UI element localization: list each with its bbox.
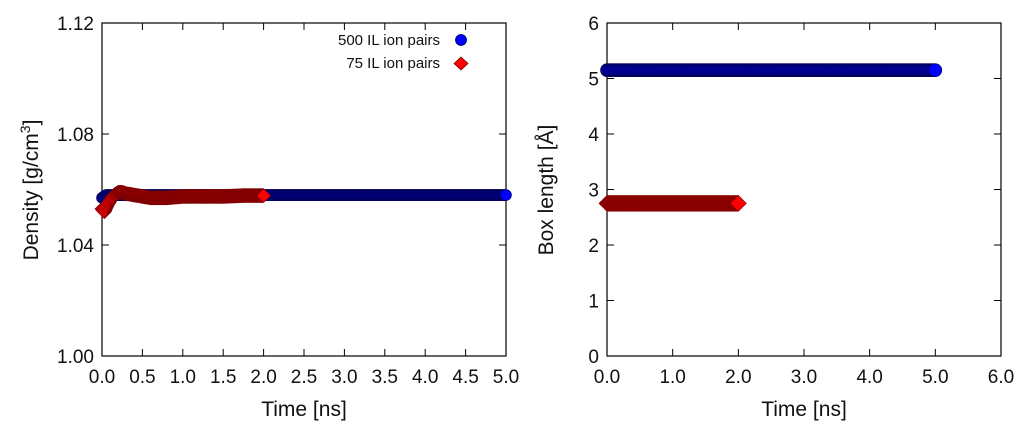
density-x-axis-label: Time [ns] bbox=[261, 398, 347, 421]
box-length-y-axis-label: Box length [Å] bbox=[535, 125, 558, 256]
box-length-series bbox=[598, 63, 943, 212]
density-x-tick-label: 1.0 bbox=[170, 367, 196, 388]
box-length-x-tick-label: 3.0 bbox=[791, 367, 817, 388]
box-length-y-tick-label: 6 bbox=[588, 14, 599, 35]
density-y-axis-label-sup: 3 bbox=[17, 125, 33, 133]
density-x-tick-label: 4.0 bbox=[412, 367, 438, 388]
density-x-tick-label: 3.5 bbox=[372, 367, 398, 388]
density-y-axis-label: Density [g/cm3] bbox=[17, 120, 43, 261]
box-length-x-ticks: 0.0 1.0 2.0 3.0 4.0 5.0 6.0 bbox=[594, 23, 1014, 388]
series-point bbox=[729, 194, 747, 212]
density-y-ticks: 1.00 1.04 1.08 1.12 bbox=[57, 14, 506, 368]
density-x-tick-label: 2.0 bbox=[250, 367, 276, 388]
density-x-tick-label: 4.5 bbox=[452, 367, 478, 388]
box-length-x-tick-label: 2.0 bbox=[725, 367, 751, 388]
density-y-tick-label: 1.04 bbox=[57, 236, 94, 257]
box-length-x-axis-label: Time [ns] bbox=[761, 398, 847, 421]
box-length-y-tick-label: 5 bbox=[588, 70, 599, 91]
box-length-y-tick-label: 0 bbox=[588, 347, 599, 368]
legend-label-500-ion-pairs: 500 IL ion pairs bbox=[338, 32, 440, 49]
density-chart: 1.00 1.04 1.08 1.12 0.0 0.5 1.0 1.5 2.0 2.5 3.0 3.… bbox=[17, 14, 519, 421]
series-point bbox=[928, 63, 943, 77]
box-length-y-ticks: 0 1 2 3 4 5 6 bbox=[588, 14, 1001, 368]
box-length-x-tick-label: 5.0 bbox=[922, 367, 948, 388]
box-length-y-tick-label: 4 bbox=[588, 125, 599, 146]
density-series bbox=[94, 184, 512, 220]
box-length-x-tick-label: 6.0 bbox=[988, 367, 1014, 388]
box-length-y-tick-label: 2 bbox=[588, 236, 599, 257]
density-x-ticks: 0.0 0.5 1.0 1.5 2.0 2.5 3.0 3.5 4.0 4.5 5.0 bbox=[89, 23, 519, 388]
box-length-y-tick-label: 1 bbox=[588, 292, 599, 313]
series-point bbox=[256, 188, 272, 204]
box-length-x-tick-label: 1.0 bbox=[659, 367, 685, 388]
box-length-x-tick-label: 0.0 bbox=[594, 367, 620, 388]
density-x-tick-label: 2.5 bbox=[291, 367, 317, 388]
density-y-tick-label: 1.08 bbox=[57, 125, 94, 146]
series-point bbox=[500, 189, 512, 201]
density-x-tick-label: 0.0 bbox=[89, 367, 115, 388]
density-y-tick-label: 1.00 bbox=[57, 347, 94, 368]
legend-label-75-ion-pairs: 75 IL ion pairs bbox=[346, 55, 440, 72]
density-y-axis-label-main: Density [g/cm bbox=[20, 133, 43, 260]
density-x-tick-label: 0.5 bbox=[129, 367, 155, 388]
density-x-tick-label: 1.5 bbox=[210, 367, 236, 388]
density-x-tick-label: 3.0 bbox=[331, 367, 357, 388]
density-legend: 500 IL ion pairs 75 IL ion pairs bbox=[338, 32, 469, 72]
box-length-x-tick-label: 4.0 bbox=[856, 367, 882, 388]
density-x-tick-label: 5.0 bbox=[493, 367, 519, 388]
legend-marker-75-ion-pairs bbox=[453, 56, 469, 71]
density-y-axis-label-close: ] bbox=[20, 120, 43, 126]
box-length-y-tick-label: 3 bbox=[588, 181, 599, 202]
density-y-tick-label: 1.12 bbox=[57, 14, 94, 35]
legend-marker-500-ion-pairs bbox=[455, 34, 467, 46]
